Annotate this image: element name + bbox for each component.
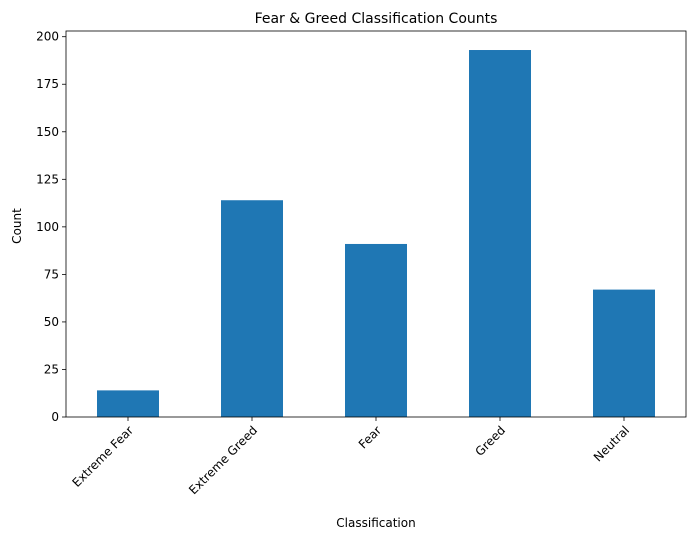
y-tick-label: 150 — [36, 125, 59, 139]
y-tick-label: 200 — [36, 30, 59, 44]
bar — [469, 50, 531, 418]
y-tick-label: 0 — [51, 410, 59, 424]
bar — [221, 200, 283, 417]
x-tick-label: Extreme Greed — [186, 423, 260, 497]
y-tick-label: 75 — [44, 267, 59, 281]
y-tick-label: 100 — [36, 220, 59, 234]
x-tick-label: Fear — [356, 423, 384, 451]
x-axis-label: Classification — [336, 516, 415, 530]
x-tick-label: Extreme Fear — [69, 423, 136, 490]
y-tick-label: 50 — [44, 315, 59, 329]
bar — [97, 390, 159, 417]
y-axis-label: Count — [10, 208, 24, 244]
plot-area: 0 25 50 75 100 125 150 175 200 Extreme Fear Extrem… — [36, 30, 687, 497]
bar — [345, 243, 407, 417]
y-tick-label: 175 — [36, 77, 59, 91]
x-tick-label: Neutral — [591, 423, 632, 464]
chart-title: Fear & Greed Classification Counts — [255, 11, 498, 27]
y-tick-label: 25 — [44, 362, 59, 376]
x-tick-label: Greed — [473, 423, 509, 459]
y-tick-label: 125 — [36, 172, 59, 186]
plot-frame — [65, 30, 687, 418]
bar — [593, 289, 655, 417]
